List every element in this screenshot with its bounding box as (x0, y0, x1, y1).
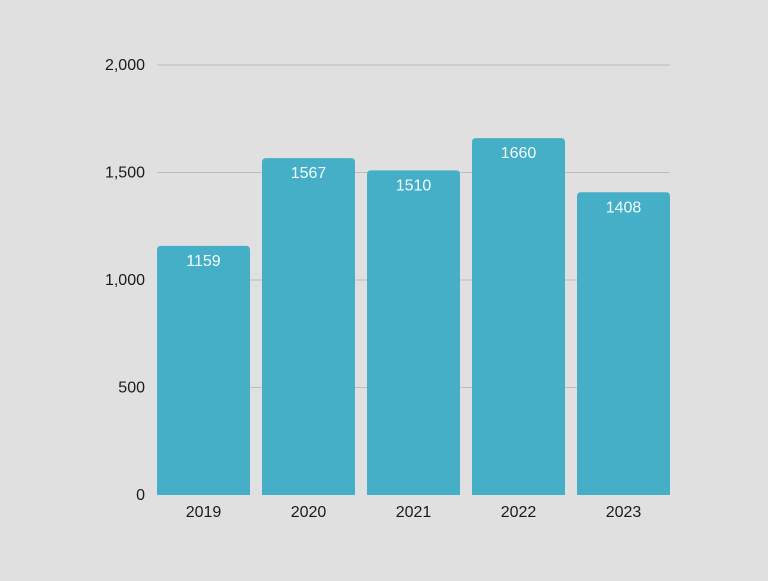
bar-2020 (262, 158, 355, 495)
x-tick-label-2019: 2019 (186, 504, 222, 521)
y-tick-label: 1,500 (105, 165, 145, 182)
y-tick-label: 500 (118, 380, 145, 397)
data-label-2020: 1567 (291, 165, 327, 182)
bar-2019 (157, 245, 250, 495)
data-labels: 1159 1567 1510 1660 1408 (186, 145, 641, 270)
y-tick-label: 2,000 (105, 57, 145, 74)
x-tick-label-2020: 2020 (291, 504, 327, 521)
x-axis-ticks: 2019 2020 2021 2022 2023 (186, 504, 642, 521)
y-tick-label: 1,000 (105, 272, 145, 289)
bar-2023 (577, 192, 670, 495)
data-label-2022: 1660 (501, 145, 537, 162)
y-axis-ticks: 0 500 1,000 1,500 2,000 (105, 57, 145, 504)
data-label-2019: 1159 (186, 253, 221, 270)
data-label-2021: 1510 (396, 177, 432, 194)
x-tick-label-2021: 2021 (396, 504, 432, 521)
y-tick-label: 0 (136, 487, 145, 504)
bar-2021 (367, 170, 460, 495)
bars (157, 138, 670, 495)
bar-2022 (472, 138, 565, 495)
x-tick-label-2023: 2023 (606, 504, 642, 521)
x-tick-label-2022: 2022 (501, 504, 537, 521)
data-label-2023: 1408 (606, 199, 642, 216)
